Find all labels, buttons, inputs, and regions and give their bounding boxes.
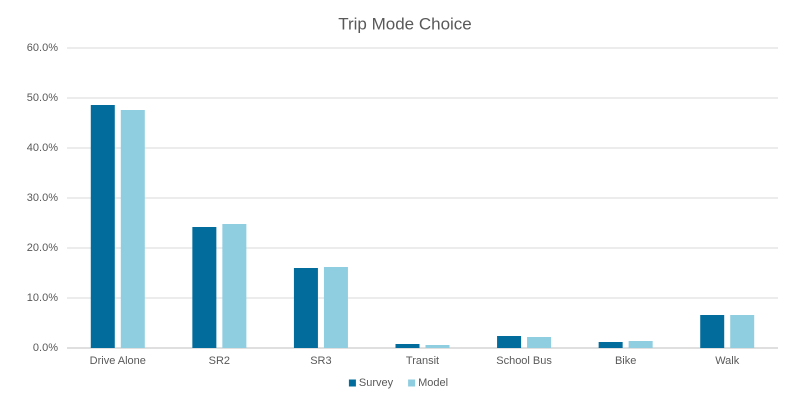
x-tick-label: SR2: [209, 355, 230, 367]
legend-swatch: [408, 379, 416, 387]
y-tick-label: 40.0%: [27, 142, 58, 154]
bar: [222, 224, 247, 348]
bar: [323, 267, 348, 348]
bar: [497, 336, 522, 348]
y-tick-label: 30.0%: [27, 192, 58, 204]
x-tick-label: SR3: [310, 355, 331, 367]
legend-label: Survey: [359, 377, 394, 389]
bar: [700, 315, 725, 348]
bar: [527, 337, 552, 348]
y-tick-label: 50.0%: [27, 92, 58, 104]
bar: [395, 344, 420, 348]
x-tick-label: School Bus: [496, 355, 552, 367]
bar: [628, 341, 653, 348]
bar: [192, 227, 217, 348]
y-tick-label: 20.0%: [27, 242, 58, 254]
x-tick-label: Transit: [406, 355, 439, 367]
y-tick-label: 10.0%: [27, 292, 58, 304]
x-tick-label: Bike: [615, 355, 636, 367]
bar: [425, 345, 450, 348]
bar: [730, 315, 755, 348]
bar: [293, 268, 318, 348]
bar: [598, 342, 623, 348]
x-tick-label: Drive Alone: [90, 355, 146, 367]
y-tick-label: 0.0%: [33, 342, 58, 354]
legend-label: Model: [418, 377, 448, 389]
chart-title: Trip Mode Choice: [338, 14, 472, 33]
x-tick-label: Walk: [715, 355, 740, 367]
bar: [90, 105, 115, 348]
y-tick-label: 60.0%: [27, 42, 58, 54]
bar: [120, 110, 145, 348]
legend-swatch: [348, 379, 356, 387]
